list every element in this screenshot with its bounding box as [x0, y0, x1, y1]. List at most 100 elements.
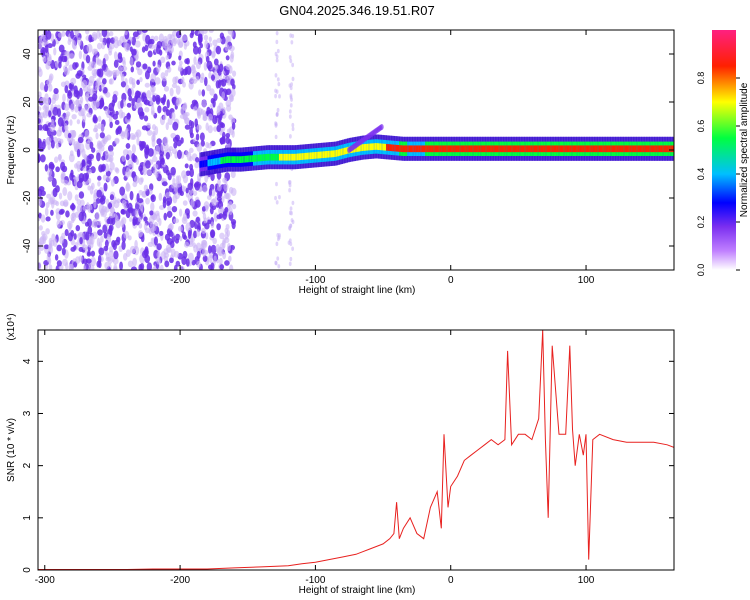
heatmap-noise-mark — [212, 237, 217, 245]
heatmap-ridge-core — [668, 145, 672, 153]
heatmap-ridge-core — [657, 145, 660, 153]
heatmap-noise-mark — [142, 63, 148, 70]
heatmap-noise-mark — [181, 170, 187, 179]
heatmap-noise-mark — [178, 208, 183, 217]
heatmap-noise-mark — [184, 163, 189, 169]
heatmap-noise-mark — [198, 36, 202, 46]
heatmap-noise-mark — [125, 181, 130, 191]
heatmap-noise-mark — [94, 85, 100, 91]
heatmap-ridge-core — [538, 145, 542, 153]
heatmap-noise-mark — [82, 264, 87, 270]
heatmap-noise-mark — [108, 50, 113, 56]
heatmap-noise-mark — [91, 31, 98, 41]
heatmap-noise-mark — [92, 116, 98, 124]
heatmap-ridge-core — [642, 145, 646, 153]
heatmap-noise-mark — [217, 179, 221, 185]
heatmap-noise-mark — [203, 217, 208, 224]
heatmap-noise-mark — [165, 244, 172, 253]
heatmap-noise-mark — [97, 181, 101, 187]
heatmap-noise-mark — [126, 112, 131, 120]
heatmap-noise-mark — [202, 255, 208, 262]
heatmap-noise-mark — [141, 46, 146, 53]
heatmap-ridge-core — [670, 145, 673, 153]
heatmap-noise-mark — [153, 236, 158, 246]
heatmap-noise-mark — [113, 51, 118, 60]
heatmap-noise-mark — [153, 35, 159, 41]
heatmap-ridge-core — [415, 145, 418, 153]
heatmap-ridge-core — [243, 155, 246, 163]
heatmap-noise-mark — [95, 132, 99, 140]
heatmap-noise-mark — [45, 137, 52, 144]
heatmap-ridge-core — [637, 145, 641, 153]
y-tick-label: 20 — [22, 96, 33, 108]
heatmap-noise-mark — [208, 36, 212, 43]
heatmap-ridge-core — [403, 145, 407, 153]
heatmap-noise-mark — [146, 89, 152, 99]
y-tick-label: 2 — [22, 462, 33, 468]
heatmap-noise-mark — [99, 197, 106, 205]
heatmap-noise-mark — [76, 148, 81, 158]
heatmap-ridge-core — [431, 145, 434, 153]
heatmap-ridge-core — [462, 145, 465, 153]
heatmap-noise-mark — [41, 34, 46, 40]
heatmap-ridge-core — [603, 145, 607, 153]
heatmap-noise-mark — [110, 206, 115, 214]
heatmap-ridge-core — [634, 145, 637, 153]
heatmap-ridge-core — [238, 156, 241, 163]
heatmap-noise-mark — [38, 197, 42, 207]
heatmap-noise-mark — [109, 161, 115, 171]
heatmap-x-axis-label: Height of straight line (km) — [299, 285, 416, 296]
heatmap-noise-mark — [160, 143, 165, 152]
heatmap-noise-mark — [60, 176, 65, 184]
snr-x-ticks: -300 -200 -100 0 100 — [35, 330, 595, 586]
heatmap-noise-mark — [61, 247, 66, 256]
x-tick-label: 100 — [578, 575, 595, 586]
heatmap-ridge-core — [545, 145, 548, 153]
heatmap-ridge-core — [520, 145, 524, 153]
heatmap-noise-mark — [278, 94, 281, 99]
heatmap-noise-mark — [158, 218, 162, 226]
heatmap-noise-mark — [188, 147, 194, 154]
heatmap-noise-mark — [276, 48, 280, 54]
heatmap-noise-mark — [173, 218, 180, 224]
heatmap-ridge-core — [439, 145, 443, 153]
heatmap-noise-mark — [204, 204, 209, 211]
heatmap-noise-mark — [163, 94, 167, 103]
heatmap-noise-mark — [195, 75, 200, 82]
heatmap-ridge-core — [416, 145, 420, 153]
heatmap-ridge-core — [291, 153, 295, 161]
heatmap-noise-mark — [210, 244, 217, 255]
heatmap-noise-mark — [127, 260, 134, 268]
heatmap-noise-mark — [76, 204, 83, 213]
heatmap-noise-mark — [185, 222, 191, 232]
heatmap-noise-mark — [86, 43, 93, 53]
x-tick-label: -200 — [170, 275, 190, 286]
heatmap-ridge-core — [326, 151, 329, 158]
heatmap-noise-mark — [198, 33, 203, 39]
heatmap-noise-mark — [186, 151, 192, 161]
heatmap-noise-mark — [91, 231, 98, 240]
heatmap-noise-mark — [144, 106, 150, 113]
heatmap-noise-mark — [182, 212, 187, 222]
heatmap-noise-mark — [84, 129, 90, 140]
heatmap-noise-mark — [167, 205, 172, 212]
heatmap-noise-mark — [170, 132, 177, 139]
heatmap-ridge-core — [285, 153, 288, 161]
heatmap-noise-mark — [159, 230, 164, 236]
heatmap-ridge-core — [290, 153, 293, 161]
heatmap-noise-mark — [99, 97, 104, 107]
heatmap-noise-mark — [224, 44, 230, 52]
heatmap-ridge-core — [199, 161, 202, 168]
heatmap-ridge-core — [454, 145, 457, 153]
heatmap-noise-mark — [217, 79, 222, 89]
heatmap-noise-mark — [108, 102, 115, 112]
heatmap-noise-mark — [155, 145, 161, 155]
heatmap-noise-mark — [64, 229, 69, 237]
heatmap-ridge-core — [532, 145, 535, 153]
heatmap-ridge-core — [556, 145, 560, 153]
heatmap-noise-mark — [57, 117, 64, 127]
heatmap-noise-mark — [224, 260, 230, 266]
heatmap-noise-mark — [291, 122, 295, 128]
heatmap-noise-mark — [96, 58, 102, 65]
heatmap-ridge-core — [602, 145, 605, 153]
